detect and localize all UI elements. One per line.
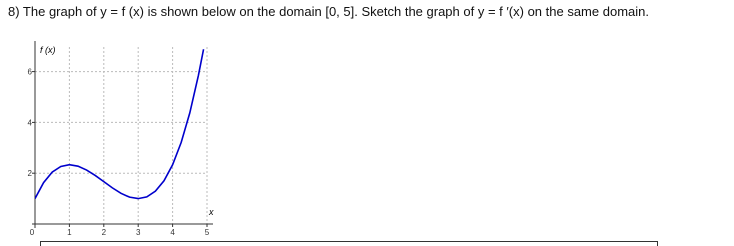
- x-tick-label: 3: [136, 228, 141, 237]
- answer-box: [40, 241, 658, 246]
- x-tick-label: 0: [30, 228, 35, 237]
- x-tick-label: 5: [205, 228, 210, 237]
- x-tick-label: 2: [102, 228, 107, 237]
- y-tick-label: 2: [28, 169, 33, 178]
- curve: [35, 49, 205, 200]
- x-tick-label: 1: [67, 228, 72, 237]
- x-tick-label: 4: [170, 228, 175, 237]
- question: 8) The graph of y = f (x) is shown below…: [8, 4, 649, 19]
- y-tick-label: 4: [28, 118, 33, 127]
- y-axis-label: f (x): [40, 45, 56, 55]
- x-axis-label: x: [208, 207, 214, 217]
- y-tick-label: 6: [28, 68, 33, 77]
